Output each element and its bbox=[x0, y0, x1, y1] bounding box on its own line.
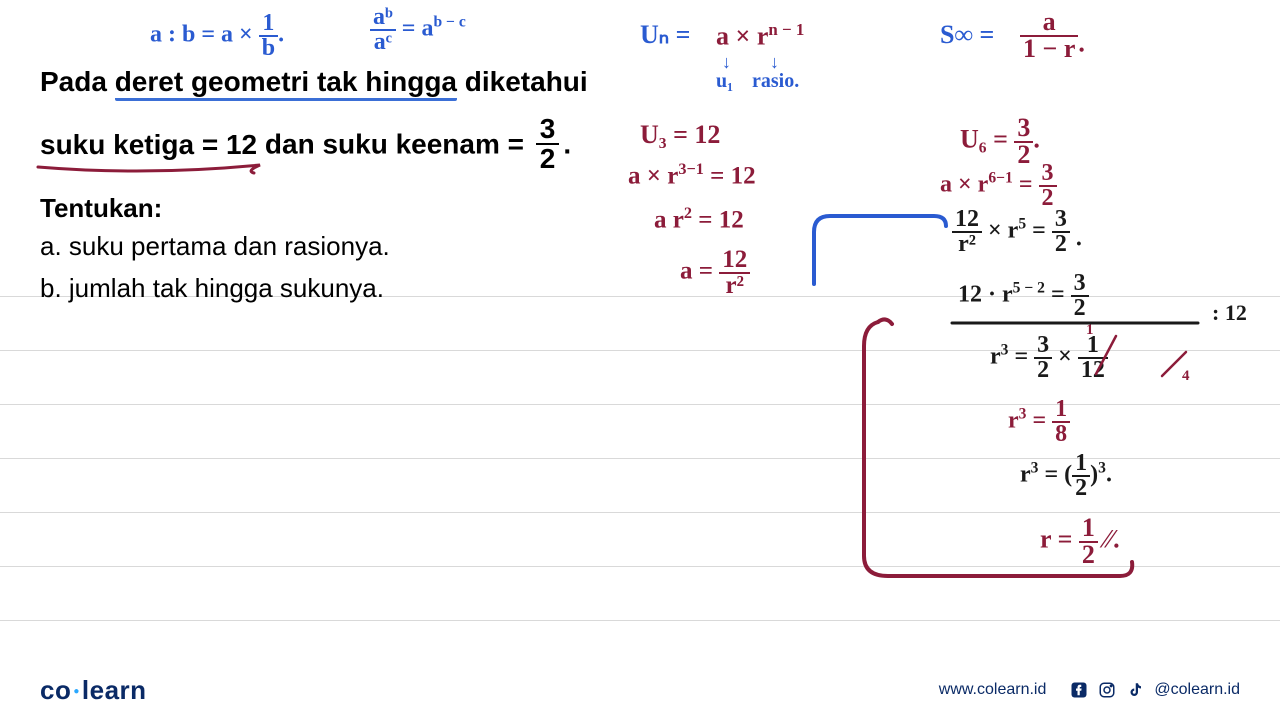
site-url: www.colearn.id bbox=[939, 681, 1047, 699]
work-u3-line3: a r2 = 12 bbox=[654, 204, 744, 234]
problem-text: Pada deret geometri tak hingga diketahui… bbox=[40, 60, 600, 308]
formula-un-rhs: a × rn − 1 bbox=[716, 20, 804, 52]
maroon-bracket-icon bbox=[668, 316, 1138, 596]
work-u6: U₆ = 32. bbox=[960, 116, 1040, 167]
rule-line bbox=[0, 620, 1280, 621]
label-u1: u₁ bbox=[716, 70, 733, 93]
divide-by-12: : 12 bbox=[1212, 300, 1247, 326]
work-u6-line4: 12 · r5 − 2 = 32 bbox=[958, 272, 1089, 320]
facebook-icon bbox=[1070, 681, 1088, 699]
page: a : b = a × 1b. aᵇaᶜ = ab − c Pada deret… bbox=[0, 0, 1280, 720]
formula-s-inf-frac: a1 − r. bbox=[1020, 10, 1085, 61]
work-u6-line2: a × r6−1 = 32 bbox=[940, 162, 1057, 210]
formula-s-inf: S∞ = bbox=[940, 20, 994, 50]
label-rasio: rasio. bbox=[752, 70, 799, 93]
blue-bracket-icon bbox=[810, 206, 950, 296]
problem-line-1: Pada deret geometri tak hingga diketahui bbox=[40, 60, 600, 103]
work-u6-line3: 12r² × r5 = 32 . bbox=[952, 208, 1082, 256]
red-underline-icon bbox=[36, 162, 266, 176]
footer-right: www.colearn.id @colearn.id bbox=[939, 681, 1240, 699]
work-u3: U₃ = 12 bbox=[640, 120, 720, 150]
option-b: b. jumlah tak hingga sukunya. bbox=[40, 270, 600, 308]
logo-dot-icon: ● bbox=[73, 686, 80, 697]
tentukan-label: Tentukan: bbox=[40, 193, 600, 224]
instagram-icon bbox=[1098, 681, 1116, 699]
work-u3-line2: a × r3−1 = 12 bbox=[628, 160, 756, 190]
footer: co●learn www.colearn.id @colearn.id bbox=[0, 660, 1280, 720]
tiktok-icon bbox=[1126, 681, 1144, 699]
social-icons: @colearn.id bbox=[1070, 681, 1240, 699]
social-handle: @colearn.id bbox=[1154, 681, 1240, 699]
work-u3-line4: a = 12r² bbox=[680, 248, 750, 298]
logo: co●learn bbox=[40, 675, 147, 706]
option-a: a. suku pertama dan rasionya. bbox=[40, 228, 600, 266]
problem-line-2: suku ketiga = 12 dan suku keenam = 32. bbox=[40, 117, 600, 175]
formula-un: Uₙ = bbox=[640, 20, 690, 50]
cancel-annot: 4 bbox=[1182, 368, 1190, 385]
formula-exponent: aᵇaᶜ = ab − c bbox=[370, 6, 466, 54]
formula-division: a : b = a × 1b. bbox=[150, 12, 284, 60]
